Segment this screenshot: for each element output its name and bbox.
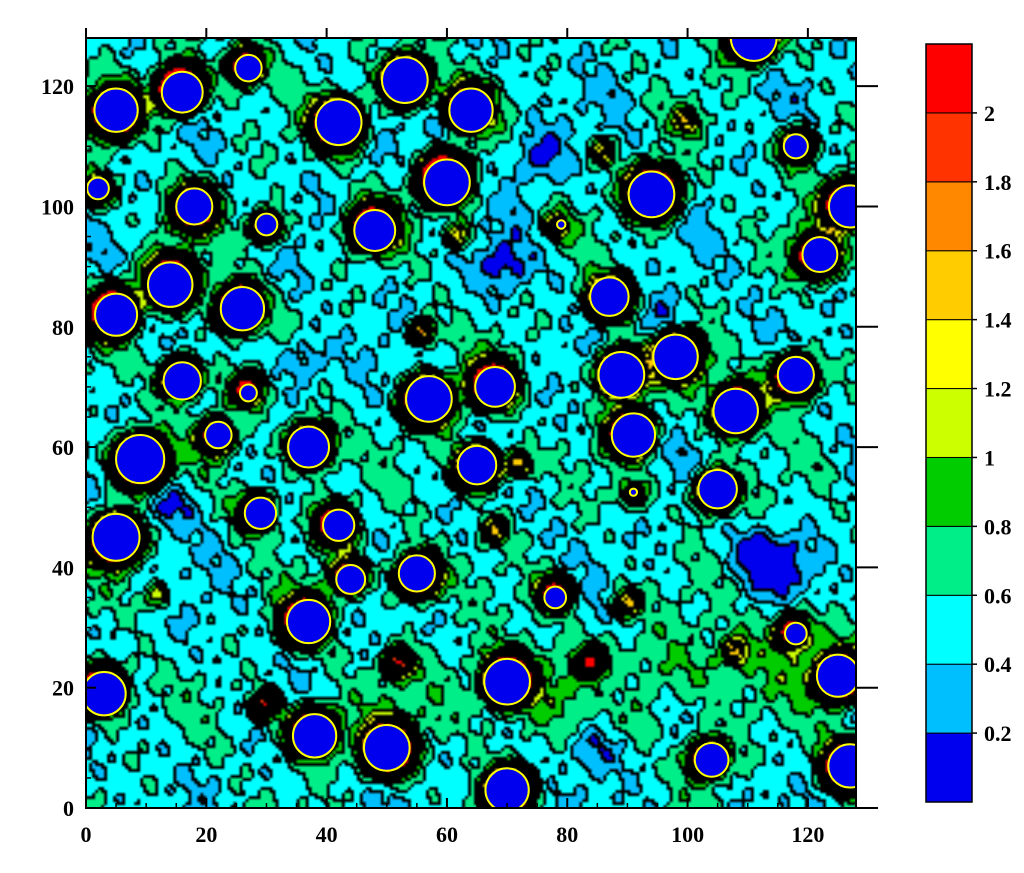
colorbar-label: 0.6 (984, 583, 1012, 608)
particle (776, 355, 815, 394)
particle (693, 742, 730, 778)
particle (335, 563, 367, 595)
plot-frame (85, 37, 857, 809)
x-tick-label: 40 (316, 822, 338, 847)
colorbar-swatch (925, 663, 973, 734)
y-tick-label: 80 (52, 315, 74, 340)
particle (243, 496, 278, 530)
colorbar-label: 0.8 (984, 514, 1012, 539)
y-tick-label: 0 (63, 796, 74, 821)
colorbar-label: 1.2 (984, 377, 1012, 402)
x-tick-label: 60 (436, 822, 458, 847)
x-tick-label: 20 (195, 822, 217, 847)
y-tick-label: 120 (41, 74, 74, 99)
particle (827, 743, 856, 789)
particle (827, 184, 856, 229)
colorbar-frame (925, 43, 973, 803)
particle (362, 723, 411, 772)
particle (204, 420, 233, 450)
colorbar-label: 2 (984, 101, 995, 126)
y-tick-label: 60 (52, 435, 74, 460)
axes-layer: 0 20 40 60 80 100 120 0 20 40 60 80 100 120 (41, 28, 878, 847)
particle (254, 212, 279, 237)
particle (556, 219, 567, 230)
particle (448, 87, 494, 133)
particle (234, 53, 263, 83)
colorbar-swatch (925, 43, 973, 114)
y-tick-label: 20 (52, 676, 74, 701)
particle (380, 56, 429, 104)
particle (397, 554, 436, 593)
colorbar-label: 1.6 (984, 239, 1012, 264)
particle (815, 653, 856, 698)
colorbar-label: 0.2 (984, 721, 1012, 746)
particles-layer (86, 38, 856, 808)
particle (291, 713, 338, 759)
particle (782, 133, 809, 160)
particle (589, 276, 630, 317)
particle (423, 158, 471, 207)
particle (93, 87, 139, 133)
colorbar-swatch (925, 112, 973, 183)
colorbar-swatch (925, 594, 973, 665)
particle (285, 598, 332, 645)
particle (405, 375, 453, 423)
x-tick-label: 0 (81, 822, 92, 847)
particle (287, 425, 331, 469)
particle (94, 292, 139, 337)
particle (115, 434, 166, 485)
colorbar-label: 1.8 (984, 170, 1012, 195)
particle (162, 361, 202, 401)
particle (697, 468, 738, 510)
x-tick-label: 100 (671, 822, 704, 847)
particle (219, 286, 266, 332)
particle (175, 187, 214, 226)
particle (91, 512, 141, 562)
x-tick-label: 120 (791, 822, 824, 847)
particle (322, 508, 356, 542)
colorbar-swatch (925, 319, 973, 390)
particle (456, 444, 498, 486)
particle (729, 38, 778, 62)
y-tick-label: 100 (41, 194, 74, 219)
particle (86, 176, 110, 201)
particle (474, 366, 516, 408)
particle (627, 170, 676, 219)
particle (712, 387, 759, 435)
colorbar-label: 1 (984, 445, 995, 470)
colorbar-swatch (925, 732, 973, 803)
colorbar-label: 1.4 (984, 308, 1012, 333)
particle (543, 585, 568, 610)
y-tick-label: 40 (52, 555, 74, 580)
colorbar-swatch (925, 250, 973, 321)
particle (160, 70, 204, 114)
colorbar-swatch (925, 181, 973, 252)
colorbar-swatch (925, 525, 973, 596)
particle (314, 98, 363, 147)
particle (483, 657, 531, 706)
colorbar-label: 0.4 (984, 652, 1012, 677)
colorbar: 0.2 0.4 0.6 0.8 1 1.2 1.4 1.6 1.8 2 (925, 43, 1012, 803)
particle (86, 671, 127, 717)
x-tick-label: 80 (556, 822, 578, 847)
particle (610, 412, 657, 458)
particle (484, 767, 530, 808)
particle (597, 351, 646, 399)
colorbar-swatch (925, 388, 973, 458)
colorbar-swatch (925, 456, 973, 527)
particle (801, 236, 839, 274)
particle (239, 383, 258, 403)
particle (146, 261, 194, 308)
particle (628, 487, 639, 497)
particle (784, 621, 808, 646)
plot-area (85, 37, 857, 809)
particle (652, 333, 699, 381)
particle (353, 209, 397, 252)
